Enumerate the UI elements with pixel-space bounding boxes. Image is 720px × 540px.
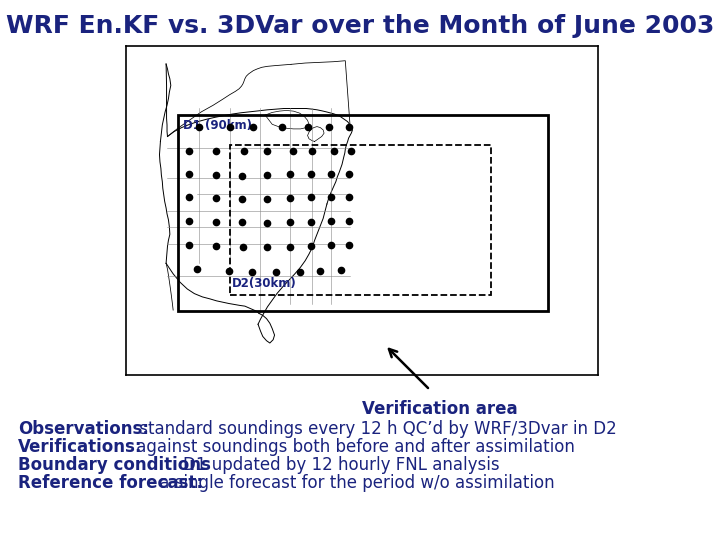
Text: Boundary conditions: Boundary conditions (18, 456, 211, 474)
Text: WRF En.KF vs. 3DVar over the Month of June 2003: WRF En.KF vs. 3DVar over the Month of Ju… (6, 14, 714, 37)
Text: against soundings both before and after assimilation: against soundings both before and after … (131, 438, 575, 456)
Bar (178, 115, 548, 311)
Text: Verification area: Verification area (362, 400, 518, 418)
Bar (230, 145, 492, 295)
Text: D1 (90km): D1 (90km) (183, 119, 251, 132)
Text: standard soundings every 12 h QC’d by WRF/3Dvar in D2: standard soundings every 12 h QC’d by WR… (134, 420, 617, 438)
Text: a single forecast for the period w/o assimilation: a single forecast for the period w/o ass… (154, 474, 554, 492)
Text: Verifications:: Verifications: (18, 438, 143, 456)
Text: D2(30km): D2(30km) (232, 276, 297, 289)
Text: Reference forecast:: Reference forecast: (18, 474, 203, 492)
Text: Observations:: Observations: (18, 420, 149, 438)
Text: : D1 updated by 12 hourly FNL analysis: : D1 updated by 12 hourly FNL analysis (172, 456, 500, 474)
